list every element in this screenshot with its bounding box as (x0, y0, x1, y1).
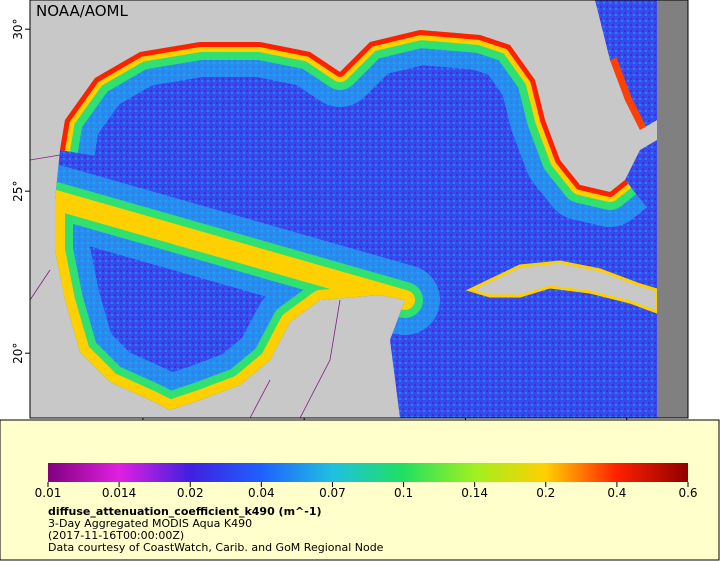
courtesy: Data courtesy of CoastWatch, Carib. and … (48, 541, 384, 554)
colorbar-ticks: 0.01 0.014 0.02 0.04 0.07 0.1 0.14 0.2 0.4 0.6 (35, 482, 698, 500)
y-tick-label: 20° (11, 343, 25, 364)
legend-panel (0, 419, 720, 561)
credit: NOAA/AOML (36, 2, 129, 20)
map-frame (29, 0, 689, 419)
map-area (30, 0, 688, 418)
colorbar-tick-label: 0.02 (177, 486, 204, 500)
colorbar-tick-label: 0.04 (248, 486, 275, 500)
colorbar-tick-label: 0.14 (461, 486, 488, 500)
variable: diffuse_attenuation_coefficient_k490 (m^… (48, 505, 322, 518)
time: (2017-11-16T00:00:00Z) (48, 529, 184, 542)
colorbar-tick-label: 0.07 (319, 486, 346, 500)
colorbar-tick-label: 0.1 (394, 486, 413, 500)
no-data-strip (657, 0, 688, 418)
product: 3-Day Aggregated MODIS Aqua K490 (48, 517, 252, 530)
borders (30, 154, 341, 418)
colorbar-tick-label: 0.6 (678, 486, 697, 500)
colorbar-tick-label: 0.4 (607, 486, 626, 500)
colorbar-tick-label: 0.01 (35, 486, 62, 500)
y-tick-label: 25° (11, 181, 25, 202)
colorbar (48, 463, 688, 482)
colorbar-tick-label: 0.014 (102, 486, 136, 500)
y-tick-label: 30° (11, 19, 25, 40)
colorbar-tick-label: 0.2 (536, 486, 555, 500)
